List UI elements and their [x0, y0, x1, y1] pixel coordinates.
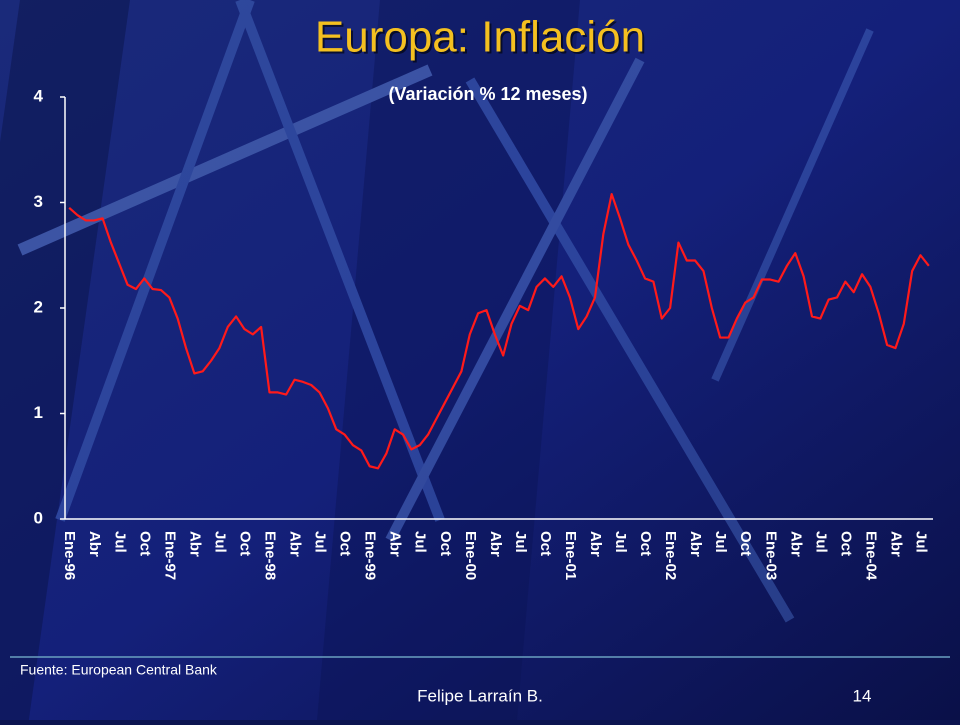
x-tick-label: Jul: [211, 531, 228, 553]
x-tick-label: Oct: [437, 531, 454, 556]
x-tick-label: Ene-02: [662, 531, 679, 580]
x-tick-label: Oct: [236, 531, 253, 556]
line: [68, 192, 930, 470]
x-tick-label: Abr: [687, 531, 704, 557]
source: Fuente: European Central Bank: [20, 662, 218, 678]
chart-title-shadow: Europa: Inflación: [317, 15, 647, 64]
x-tick-label: Ene-00: [462, 531, 479, 580]
x-tick-label: Ene-04: [862, 531, 879, 581]
x-tick-label: Jul: [111, 531, 128, 553]
x-tick-label: Oct: [337, 531, 354, 556]
x-tick-label: Abr: [287, 531, 304, 557]
x-tick-label: Jul: [712, 531, 729, 553]
y-tick-label: 4: [34, 86, 44, 105]
x-tick-label: Ene-01: [562, 531, 579, 580]
x-tick-label: Ene-99: [362, 531, 379, 580]
y-tick-label: 0: [34, 508, 43, 527]
page-number: 14: [853, 686, 872, 705]
x-tick-label: Abr: [887, 531, 904, 557]
x-tick-label: Oct: [837, 531, 854, 556]
y-tick-label: 3: [34, 192, 43, 211]
x-tick-label: Jul: [512, 531, 529, 553]
chart-title: Europa: Inflación: [315, 13, 645, 62]
x-tick-label: Jul: [412, 531, 429, 553]
y-tick-label: 2: [34, 297, 43, 316]
x-tick-label: Abr: [86, 531, 103, 557]
x-tick-label: Abr: [186, 531, 203, 557]
x-tick-label: Abr: [587, 531, 604, 557]
x-tick-label: Oct: [537, 531, 554, 556]
x-tick-label: Ene-98: [262, 531, 279, 580]
x-tick-label: Jul: [913, 531, 930, 553]
x-tick-label: Jul: [312, 531, 329, 553]
decoration: [17, 0, 874, 623]
x-tick-label: Ene-96: [61, 531, 78, 580]
y-tick-label: 1: [34, 403, 43, 422]
x-tick-label: Abr: [387, 531, 404, 557]
x-tick-label: Oct: [136, 531, 153, 556]
chart-subtitle: (Variación % 12 meses): [388, 84, 587, 104]
x-tick-label: Ene-03: [762, 531, 779, 580]
x-tick-label: Abr: [787, 531, 804, 557]
x-tick-label: Jul: [612, 531, 629, 553]
x-tick-label: Oct: [737, 531, 754, 556]
x-tick-label: Jul: [812, 531, 829, 553]
x-tick-label: Abr: [487, 531, 504, 557]
author: Felipe Larraín B.: [417, 686, 543, 705]
x-tick-label: Ene-97: [161, 531, 178, 580]
x-tick-label: Oct: [637, 531, 654, 556]
